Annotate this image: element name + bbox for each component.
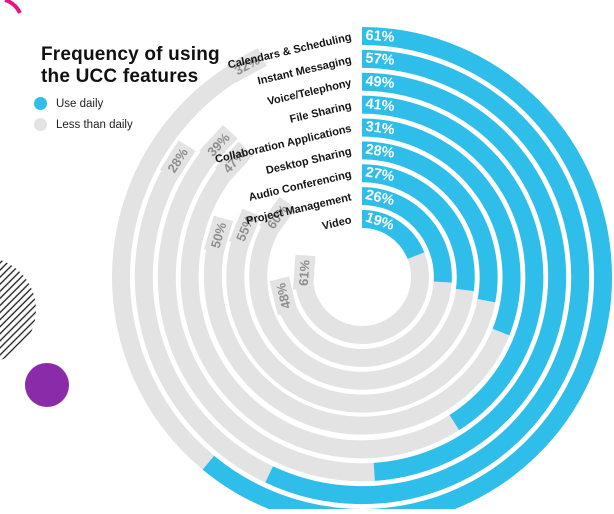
value-less-badge-project-management: 48%: [269, 276, 298, 316]
magenta-corner-accent: [4, 0, 22, 14]
arc-less-than-daily-file-sharing: [180, 144, 460, 459]
value-less-video: 61%: [296, 259, 313, 286]
chart-title-line2: the UCC features: [41, 66, 199, 87]
arc-use-daily-audio-conferencing: [361, 164, 475, 292]
value-daily-desktop-sharing: 28%: [364, 142, 395, 162]
arc-use-daily-desktop-sharing: [361, 141, 498, 303]
value-less-badge-bg-collaboration-applications: [204, 215, 233, 255]
arc-less-than-daily-collaboration-applications: [203, 218, 510, 435]
purple-circle-decoration: [25, 363, 69, 407]
arc-use-daily-video: [361, 210, 425, 260]
value-daily-file-sharing: 41%: [365, 96, 396, 115]
chart-legend: Use daily Less than daily: [34, 93, 133, 135]
value-less-project-management: 48%: [273, 281, 294, 310]
value-less-badge-bg-calendars-scheduling: [226, 48, 268, 83]
value-less-badge-audio-conferencing: 60%: [259, 196, 296, 237]
value-daily-calendars-scheduling: 61%: [365, 28, 395, 46]
value-daily-audio-conferencing: 27%: [364, 164, 395, 185]
arc-use-daily-voice-telephony: [361, 72, 567, 481]
category-label-video: Video: [321, 214, 353, 232]
arc-use-daily-calendars-scheduling: [202, 27, 612, 514]
value-less-badge-desktop-sharing: 55%: [229, 208, 261, 249]
chart-title: Frequency of using the UCC features: [41, 44, 261, 88]
value-less-badge-collaboration-applications: 50%: [204, 215, 233, 255]
value-less-collaboration-applications: 50%: [208, 220, 230, 250]
value-less-badge-video: 61%: [292, 254, 316, 291]
arc-less-than-daily-audio-conferencing: [249, 199, 474, 390]
arc-less-than-daily-video: [295, 252, 429, 344]
legend-item-less-than-daily: Less than daily: [34, 114, 133, 135]
value-less-badge-bg-video: [292, 254, 316, 291]
value-less-badge-bg-project-management: [269, 276, 298, 316]
value-daily-collaboration-applications: 31%: [365, 119, 396, 138]
value-daily-voice-telephony: 49%: [365, 73, 395, 92]
arc-less-than-daily-project-management: [272, 281, 452, 367]
arc-less-than-daily-voice-telephony: [157, 128, 375, 482]
category-label-file-sharing: File Sharing: [289, 100, 353, 126]
chart-rings: 61%32%Calendars & Scheduling 57%28%Instan…: [112, 27, 612, 514]
value-less-badge-bg-desktop-sharing: [229, 208, 261, 249]
less-than-daily-dot-icon: [34, 118, 47, 131]
arc-less-than-daily-calendars-scheduling: [112, 50, 264, 470]
striped-circle-decoration: [0, 259, 36, 361]
arc-use-daily-collaboration-applications: [361, 118, 521, 336]
use-daily-dot-icon: [34, 97, 47, 110]
legend-label: Less than daily: [56, 118, 133, 131]
value-less-badge-bg-file-sharing: [215, 141, 254, 181]
value-less-badge-bg-voice-telephony: [199, 124, 238, 165]
arc-use-daily-instant-messaging: [265, 49, 590, 505]
value-less-badge-bg-instant-messaging: [159, 140, 196, 181]
legend-item-use-daily: Use daily: [34, 93, 133, 114]
arc-use-daily-project-management: [361, 187, 452, 283]
value-daily-project-management: 26%: [364, 187, 396, 209]
arc-less-than-daily-desktop-sharing: [226, 211, 496, 413]
value-daily-instant-messaging: 57%: [365, 50, 395, 68]
chart-title-line1: Frequency of using: [41, 44, 220, 65]
arc-less-than-daily-instant-messaging: [134, 143, 273, 483]
arc-use-daily-file-sharing: [361, 95, 544, 431]
value-less-badge-bg-audio-conferencing: [259, 196, 296, 237]
legend-label: Use daily: [56, 97, 104, 110]
